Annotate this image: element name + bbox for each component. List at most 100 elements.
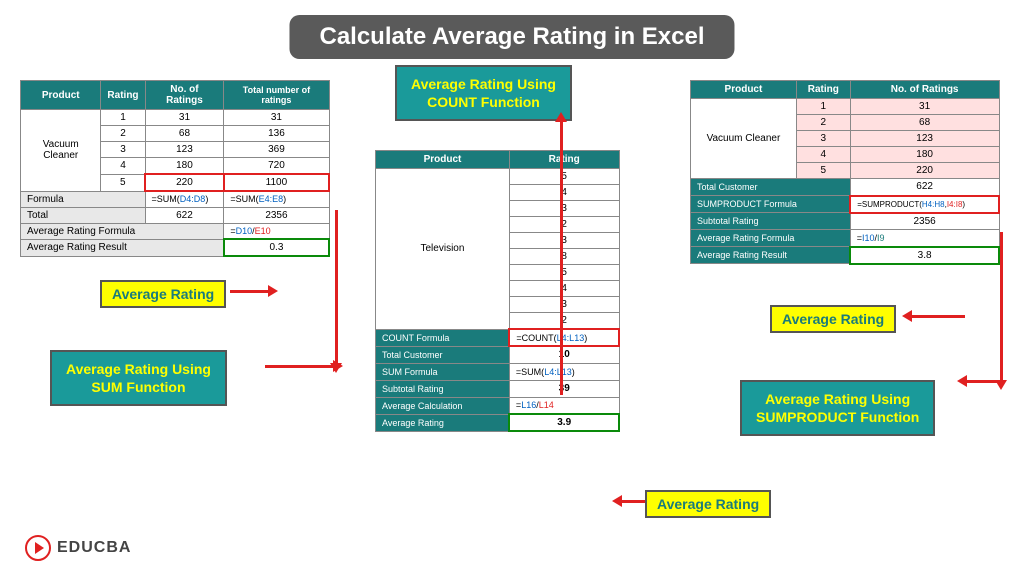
callout-avg-rating-left: Average Rating: [100, 280, 226, 308]
right-table: Product Rating No. of Ratings Vacuum Cle…: [690, 80, 1000, 265]
row-label: Subtotal Rating: [376, 380, 510, 397]
row-label: Average Rating: [376, 414, 510, 431]
cell: =L16/L14: [509, 397, 619, 414]
cell: =D10/E10: [224, 223, 329, 239]
educba-logo: EDUCBA: [25, 535, 131, 561]
col-noratings: No. of Ratings: [850, 81, 999, 99]
cell: 123: [145, 142, 224, 158]
row-label: SUM Formula: [376, 363, 510, 380]
cell: 3: [509, 233, 619, 249]
row-label: Average Rating Formula: [21, 223, 224, 239]
arrow-icon: [1000, 232, 1003, 382]
cell: 4: [509, 281, 619, 297]
cell: 3: [509, 201, 619, 217]
row-label: Average Calculation: [376, 397, 510, 414]
cell: 8: [509, 249, 619, 265]
callout-avg-rating-mid: Average Rating: [645, 490, 771, 518]
cell: 136: [224, 126, 329, 142]
cell: 5: [796, 163, 850, 179]
cell: 4: [101, 158, 145, 175]
cell: =SUM(E4:E8): [224, 191, 329, 207]
cell: 1: [796, 99, 850, 115]
cell: 1: [101, 110, 145, 126]
cell: 1100: [224, 174, 329, 191]
cell: =SUM(D4:D8): [145, 191, 224, 207]
logo-text: EDUCBA: [57, 539, 131, 557]
cell: 2: [796, 115, 850, 131]
arrow-icon: [230, 290, 270, 293]
cell: 3: [509, 297, 619, 313]
cell: 3: [796, 131, 850, 147]
cell: 369: [224, 142, 329, 158]
play-icon: [25, 535, 51, 561]
cell: 68: [145, 126, 224, 142]
cell: 5: [509, 265, 619, 281]
cell: 2356: [850, 213, 999, 230]
cell: 39: [509, 380, 619, 397]
cell: 2356: [224, 207, 329, 223]
row-label: Average Rating Result: [691, 247, 851, 264]
col-total: Total number of ratings: [224, 81, 329, 110]
cell: 4: [509, 185, 619, 201]
cell: 31: [850, 99, 999, 115]
left-result: 0.3: [224, 239, 329, 256]
cell: 10: [509, 346, 619, 363]
cell: 622: [850, 179, 999, 196]
callout-sumprod: Average Rating Using SUMPRODUCT Function: [740, 380, 935, 436]
cell: 2: [509, 217, 619, 233]
row-label: Average Rating Formula: [691, 230, 851, 247]
mid-result: 3.9: [509, 414, 619, 431]
cell: =COUNT(L4:L13): [509, 329, 619, 346]
cell: 5: [101, 174, 145, 191]
cell: 2: [101, 126, 145, 142]
cell: 622: [145, 207, 224, 223]
row-label: SUMPRODUCT Formula: [691, 196, 851, 213]
cell: 180: [850, 147, 999, 163]
cell: 31: [145, 110, 224, 126]
row-label: Subtotal Rating: [691, 213, 851, 230]
col-rating: Rating: [796, 81, 850, 99]
col-product: Product: [691, 81, 797, 99]
cell: 3: [101, 142, 145, 158]
arrow-icon: [965, 380, 1000, 383]
cell: 220: [145, 174, 224, 191]
arrow-icon: [335, 210, 338, 365]
col-rating: Rating: [101, 81, 145, 110]
row-label: COUNT Formula: [376, 329, 510, 346]
middle-table: Product Rating Television5 4 3 2 3 8 5 4…: [375, 150, 620, 432]
left-product: Vacuum Cleaner: [21, 110, 101, 192]
col-product: Product: [376, 151, 510, 169]
row-label: Average Rating Result: [21, 239, 224, 256]
cell: 5: [509, 169, 619, 185]
cell: 4: [796, 147, 850, 163]
right-product: Vacuum Cleaner: [691, 99, 797, 179]
cell: 68: [850, 115, 999, 131]
col-noratings: No. of Ratings: [145, 81, 224, 110]
arrow-icon: [620, 500, 645, 503]
row-label: Formula: [21, 191, 146, 207]
cell: 180: [145, 158, 224, 175]
page-title: Calculate Average Rating in Excel: [289, 15, 734, 59]
callout-avg-rating-right: Average Rating: [770, 305, 896, 333]
col-product: Product: [21, 81, 101, 110]
row-label: Total: [21, 207, 146, 223]
callout-sum: Average Rating Using SUM Function: [50, 350, 227, 406]
left-table: Product Rating No. of Ratings Total numb…: [20, 80, 330, 257]
mid-product: Television: [376, 169, 510, 330]
cell: =SUMPRODUCT(H4:H8,I4:I8): [850, 196, 999, 213]
row-label: Total Customer: [691, 179, 851, 196]
arrow-icon: [560, 120, 563, 395]
callout-count: Average Rating Using COUNT Function: [395, 65, 572, 121]
row-label: Total Customer: [376, 346, 510, 363]
col-rating: Rating: [509, 151, 619, 169]
cell: =SUM(L4:L13): [509, 363, 619, 380]
cell: 220: [850, 163, 999, 179]
cell: 31: [224, 110, 329, 126]
cell: =I10/I9: [850, 230, 999, 247]
cell: 720: [224, 158, 329, 175]
arrow-icon: [910, 315, 965, 318]
right-result: 3.8: [850, 247, 999, 264]
arrow-icon: [265, 365, 335, 368]
cell: 123: [850, 131, 999, 147]
cell: 2: [509, 313, 619, 330]
